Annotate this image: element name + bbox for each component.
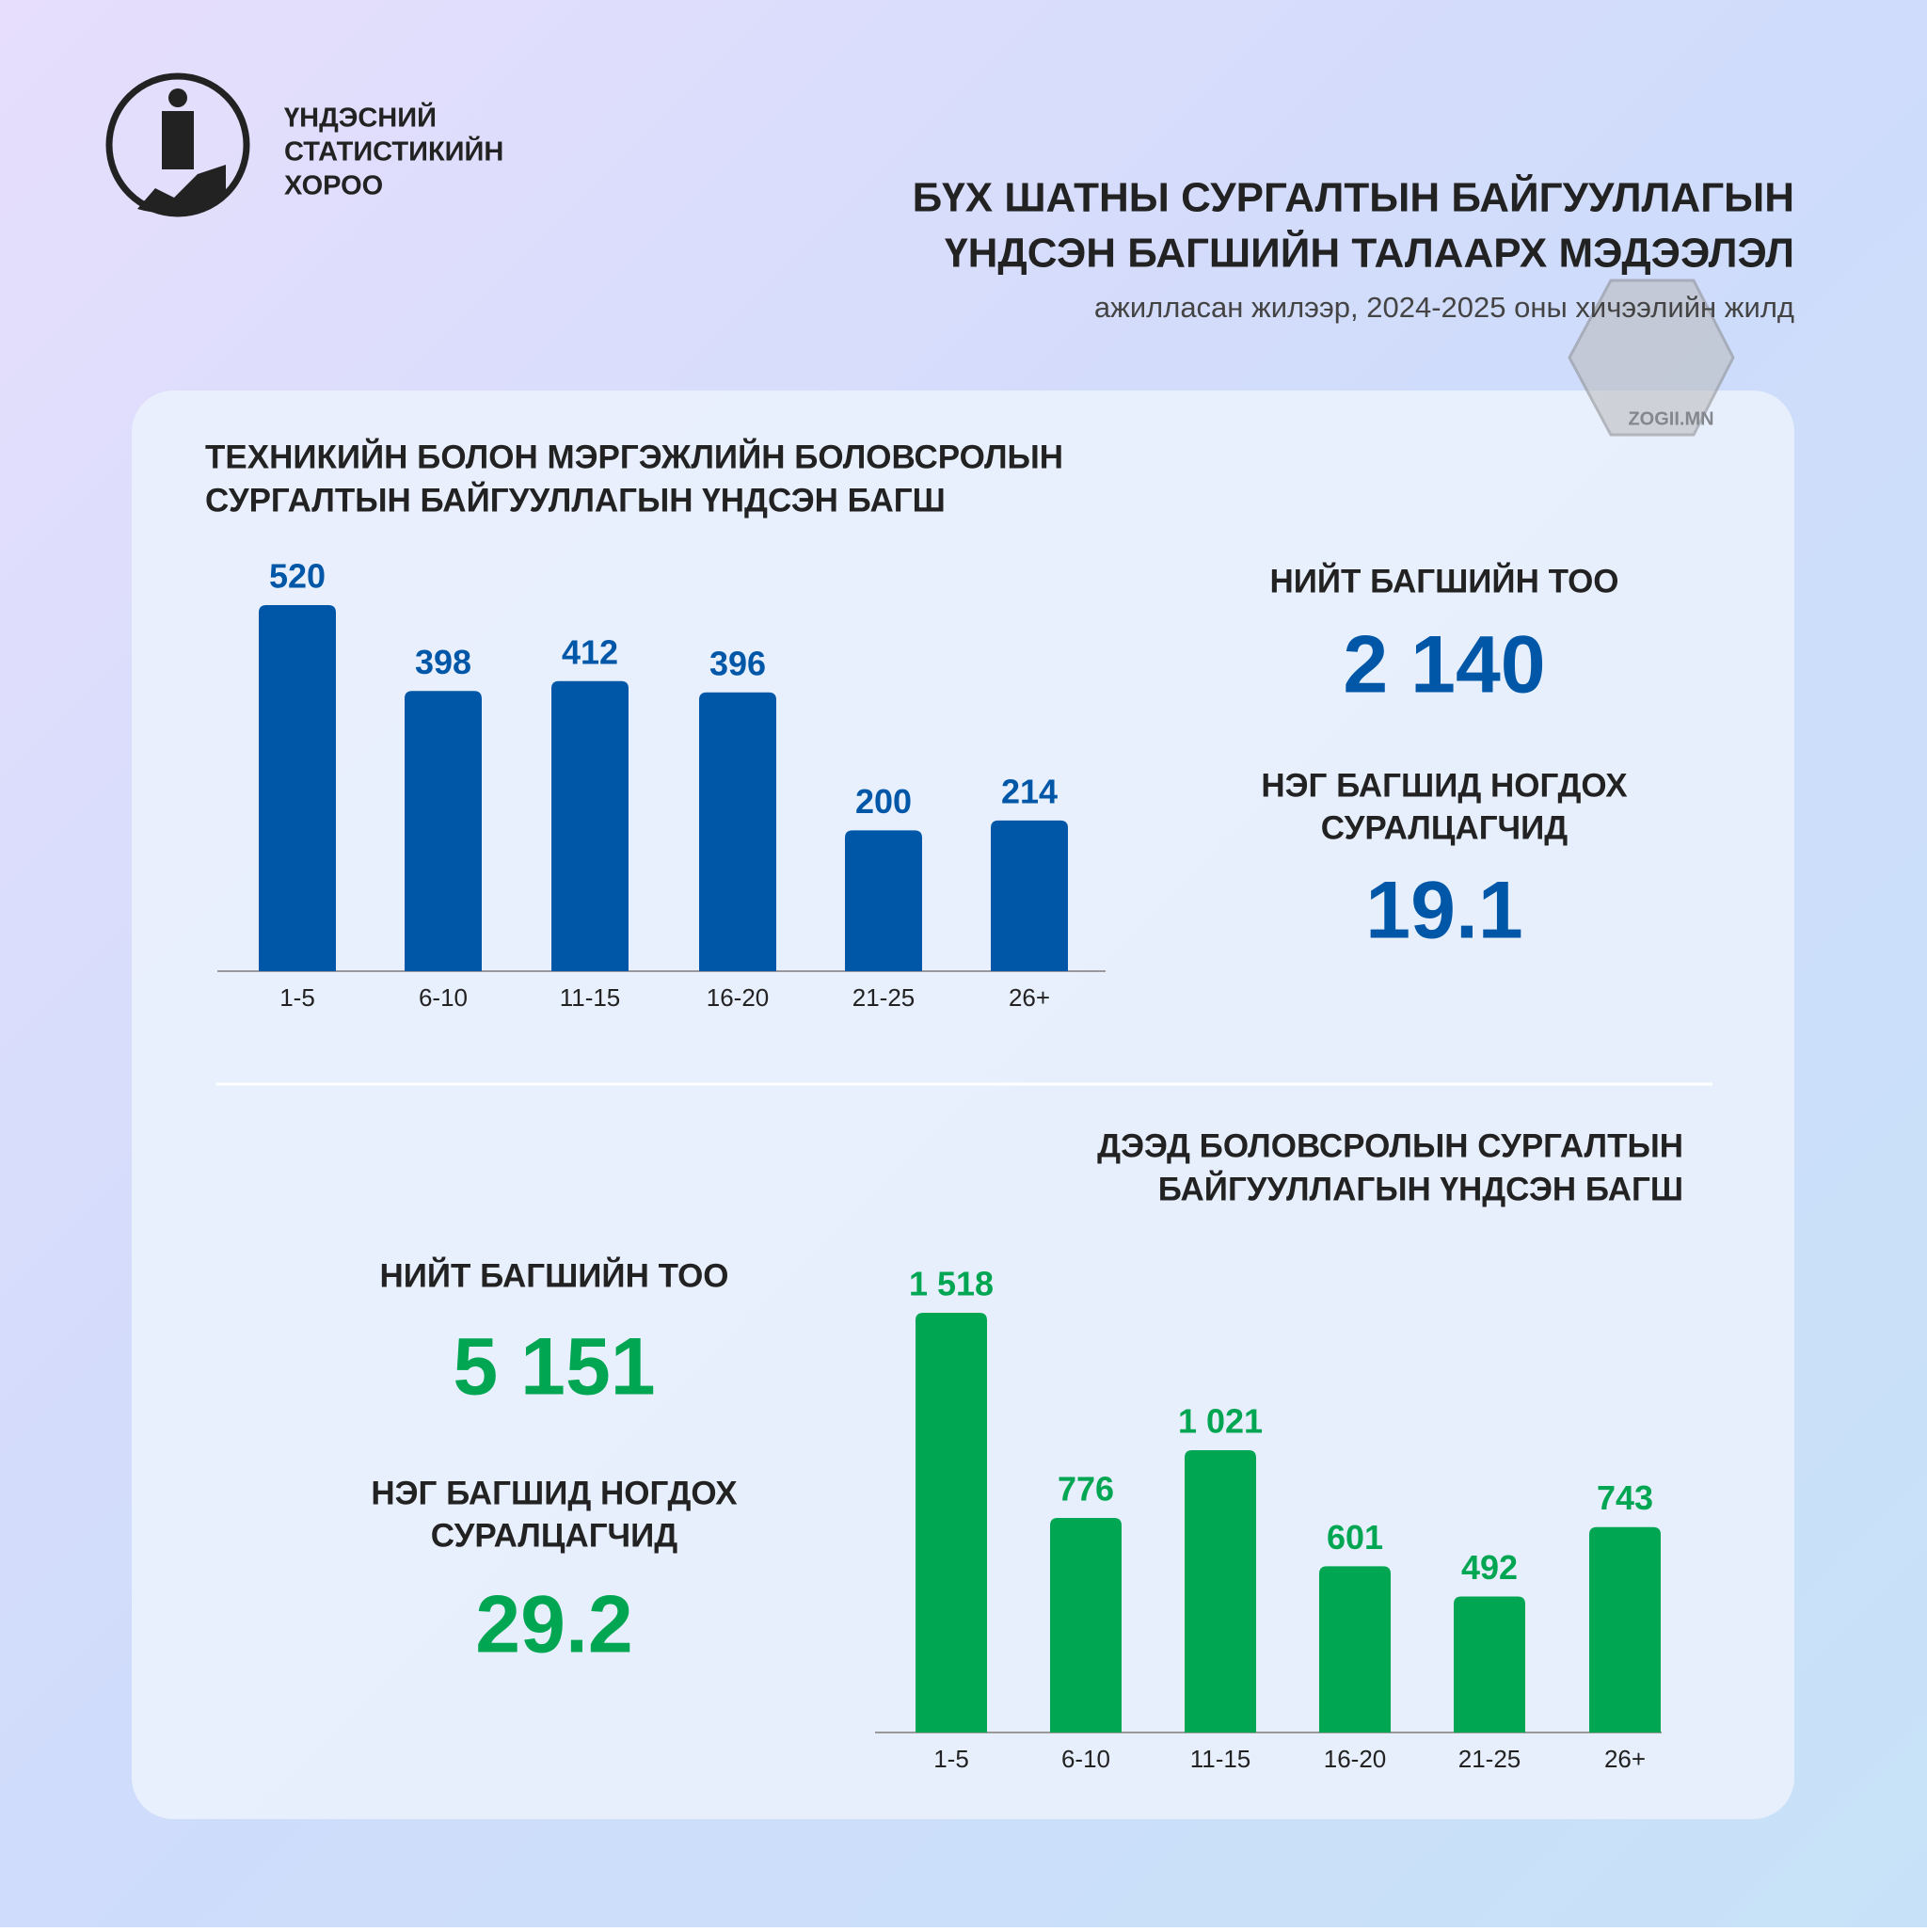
x-tick-label: 1-5 — [279, 983, 315, 1012]
bar — [1319, 1566, 1391, 1732]
chart-title: ТЕХНИКИЙН БОЛОН МЭРГЭЖЛИЙН БОЛОВСРОЛЫН — [205, 438, 1063, 475]
value-label: 1 518 — [909, 1265, 994, 1303]
value-label: 492 — [1461, 1548, 1518, 1587]
bar — [405, 691, 482, 971]
bar — [1454, 1596, 1525, 1732]
value-label: 412 — [562, 632, 618, 671]
stat-label: НИЙТ БАГШИЙН ТОО — [1269, 562, 1618, 599]
bar — [991, 820, 1068, 971]
title: ҮНДСЭН БАГШИЙН ТАЛААРХ МЭДЭЭЛЭЛ — [945, 229, 1794, 277]
org-name: ХОРОО — [284, 171, 383, 201]
chart-title: БАЙГУУЛЛАГЫН ҮНДСЭН БАГШ — [1158, 1170, 1683, 1207]
value-label: 776 — [1058, 1470, 1114, 1509]
x-tick-label: 16-20 — [707, 983, 770, 1012]
stat-value: 2 140 — [1343, 620, 1545, 711]
value-label: 1 021 — [1178, 1402, 1263, 1441]
x-tick-label: 26+ — [1604, 1745, 1646, 1773]
chart-title: ДЭЭД БОЛОВСРОЛЫН СУРГАЛТЫН — [1097, 1127, 1683, 1164]
watermark-text: ZOGII.MN — [1628, 408, 1713, 429]
stat-label: НЭГ БАГШИД НОГДОХ — [371, 1475, 738, 1511]
x-tick-label: 26+ — [1009, 983, 1050, 1012]
bar — [259, 605, 336, 971]
bar — [845, 830, 922, 971]
org-name: СТАТИСТИКИЙН — [284, 136, 503, 168]
subtitle: ажилласан жилээр, 2024-2025 оны хичээлий… — [1094, 291, 1794, 324]
value-label: 214 — [1001, 772, 1058, 810]
value-label: 743 — [1597, 1478, 1653, 1517]
bar — [699, 692, 776, 971]
x-tick-label: 21-25 — [852, 983, 916, 1012]
value-label: 200 — [855, 782, 912, 821]
stat-label: НИЙТ БАГШИЙН ТОО — [379, 1256, 728, 1294]
bar — [1185, 1450, 1256, 1732]
x-tick-label: 6-10 — [419, 983, 468, 1012]
watermark: ZOGII.MN — [1568, 279, 1735, 437]
org-name: ҮНДЭСНИЙ — [284, 102, 437, 134]
stat-label: СУРАЛЦАГЧИД — [431, 1517, 678, 1554]
value-label: 398 — [415, 643, 471, 681]
stat-label: НЭГ БАГШИД НОГДОХ — [1261, 767, 1628, 804]
stat-value: 29.2 — [475, 1580, 632, 1670]
x-tick-label: 16-20 — [1324, 1745, 1387, 1773]
x-tick-label: 11-15 — [1190, 1745, 1251, 1773]
stat-value: 19.1 — [1365, 866, 1522, 956]
bar — [1589, 1526, 1661, 1732]
x-tick-label: 21-25 — [1458, 1745, 1521, 1773]
bar — [551, 680, 629, 971]
stat-value: 5 151 — [453, 1322, 655, 1413]
chart-title: СУРГАЛТЫН БАЙГУУЛЛАГЫН ҮНДСЭН БАГШ — [205, 481, 946, 519]
x-tick-label: 6-10 — [1061, 1745, 1110, 1773]
x-tick-label: 1-5 — [933, 1745, 969, 1773]
value-label: 601 — [1327, 1518, 1383, 1557]
card — [132, 391, 1794, 1819]
value-label: 520 — [269, 557, 326, 596]
value-label: 396 — [709, 644, 766, 682]
bar — [916, 1313, 987, 1732]
title: БҮХ ШАТНЫ СУРГАЛТЫН БАЙГУУЛЛАГЫН — [913, 173, 1794, 221]
bar — [1050, 1518, 1122, 1732]
stat-label: СУРАЛЦАГЧИД — [1321, 809, 1569, 846]
logo — [105, 72, 250, 217]
x-tick-label: 11-15 — [560, 983, 621, 1012]
